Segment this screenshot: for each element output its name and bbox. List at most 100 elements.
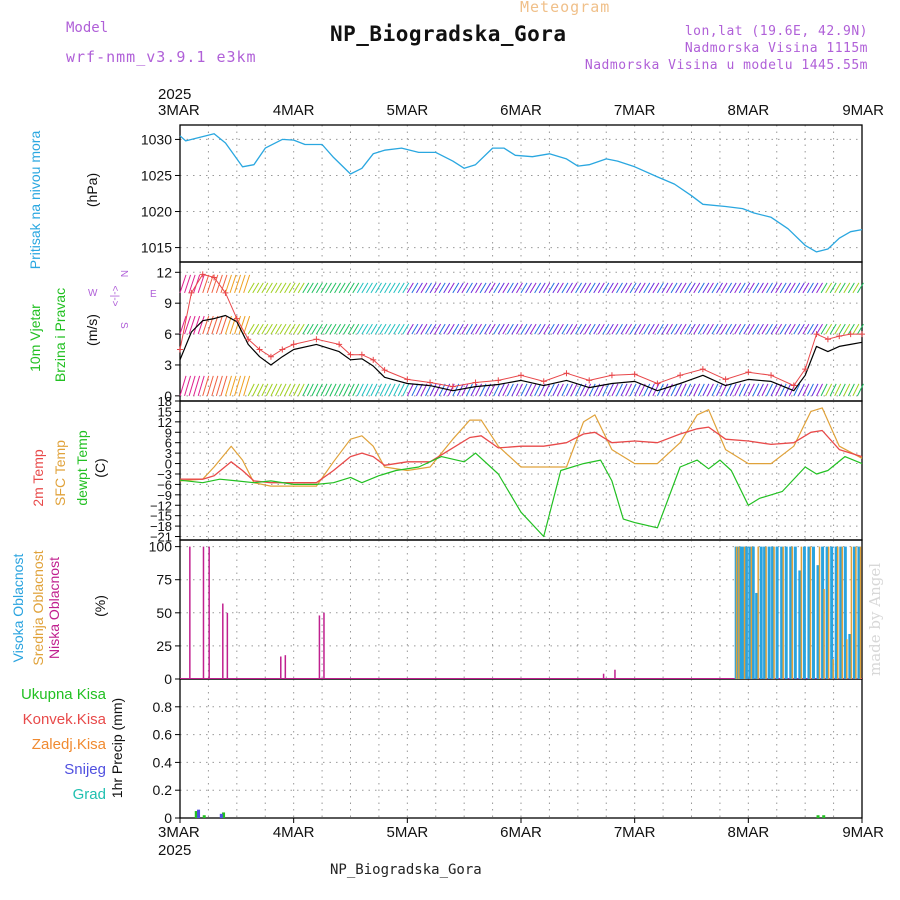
wind-barb <box>625 383 633 397</box>
wind-barb <box>770 323 778 335</box>
wind-barb <box>356 282 364 294</box>
wind-barb <box>338 282 346 294</box>
wind-barb <box>629 383 637 397</box>
wind-barb <box>220 274 228 294</box>
cloud-bar <box>857 546 861 679</box>
wind-gust-marker <box>347 351 354 358</box>
cloud-bar <box>800 546 803 679</box>
wind-barb <box>506 282 514 294</box>
y-tick-label: 0.6 <box>153 727 173 743</box>
wind-barb <box>647 282 655 294</box>
wind-barb <box>779 323 787 335</box>
wind-barb <box>384 323 392 335</box>
cloud-bar <box>825 546 829 679</box>
wind-barb <box>224 375 232 396</box>
wind-barb <box>465 383 473 397</box>
wind-barb <box>816 282 823 294</box>
wind-barb <box>852 383 860 397</box>
wind-barb <box>816 383 823 397</box>
wind-barb <box>375 282 382 294</box>
precip-snow-label: Snijeg <box>64 761 106 778</box>
cloud-bar <box>846 639 848 679</box>
cloud-bar <box>738 546 740 679</box>
wind-barb <box>320 323 328 335</box>
wind-barb <box>334 383 342 397</box>
wind-barb <box>320 282 328 294</box>
wind-barb <box>420 282 428 294</box>
wind-barb <box>252 282 260 294</box>
wind-barb <box>693 383 701 397</box>
wind-barb <box>811 282 819 294</box>
wind-barb <box>534 323 542 335</box>
wind-barb <box>570 323 578 335</box>
wind-barb <box>302 282 310 294</box>
wind-barb <box>738 323 746 335</box>
wind-barb <box>638 323 646 335</box>
y-tick-label: 12 <box>156 264 172 280</box>
wind-barb <box>461 323 469 335</box>
precip-hail-label: Grad <box>72 786 106 803</box>
wind-barb <box>543 323 551 335</box>
wind-barb <box>443 282 451 294</box>
wind-dir-e: E <box>150 289 157 300</box>
wind-gust-marker <box>313 336 320 343</box>
wind-barb <box>211 375 219 396</box>
wind-barb <box>670 383 678 397</box>
wind-barb <box>420 323 428 335</box>
wind-barb <box>606 323 614 335</box>
wind-barb <box>588 282 596 294</box>
wind-barb <box>825 383 833 397</box>
cloud-bar <box>763 546 767 679</box>
wind-barb <box>756 282 764 294</box>
wind-barb <box>256 282 264 294</box>
time-label-top: 3MAR <box>158 102 200 119</box>
wind-barb <box>838 383 846 397</box>
wind-barb <box>793 323 801 335</box>
wind-barb <box>556 383 564 397</box>
cloud-bar <box>789 546 793 679</box>
wind-barb <box>379 282 387 294</box>
wind-barb <box>334 323 342 335</box>
wind-barb <box>552 323 560 335</box>
wind-barb <box>743 282 751 294</box>
wind-barb <box>456 282 464 294</box>
wind-gust-marker <box>222 289 229 296</box>
wind-barb <box>725 323 733 335</box>
wind-barb <box>315 323 323 335</box>
wind-barb <box>415 282 423 294</box>
wind-barb <box>325 383 332 397</box>
time-label-bottom: 7MAR <box>614 824 656 841</box>
wind-barb <box>202 315 210 335</box>
cloud-bar <box>823 588 825 679</box>
wind-barb <box>566 383 573 397</box>
precip-total-label: Ukupna Kisa <box>20 686 106 703</box>
wind-barb <box>247 383 255 397</box>
wind-barb <box>406 282 414 294</box>
time-label-top: 6MAR <box>500 102 542 119</box>
wind-barb <box>602 282 610 294</box>
cloud-bar <box>798 570 802 679</box>
wind-barb <box>825 323 833 335</box>
wind-barb <box>397 282 405 294</box>
wind-barb <box>752 383 760 397</box>
wind-barb <box>434 282 442 294</box>
cloud-bar <box>226 612 229 679</box>
wind-barb <box>743 323 751 335</box>
wind-barb <box>511 383 519 397</box>
cloud-bar <box>318 615 321 679</box>
wind-barb <box>525 323 532 335</box>
wind-barb <box>725 282 733 294</box>
wind-gust-marker <box>233 315 240 322</box>
wind-barb <box>306 323 314 335</box>
wind-barb <box>261 383 269 397</box>
wind-barb <box>838 323 846 335</box>
wind-barb <box>852 282 860 294</box>
wind-gust-marker <box>370 356 377 363</box>
wind-barb <box>711 282 719 294</box>
wind-barb <box>306 383 314 397</box>
wind-barb <box>556 323 564 335</box>
wind-barb <box>834 282 842 294</box>
cloud-bar <box>743 546 746 679</box>
wind-barb <box>238 315 246 335</box>
y-tick-label: 0 <box>164 388 172 404</box>
